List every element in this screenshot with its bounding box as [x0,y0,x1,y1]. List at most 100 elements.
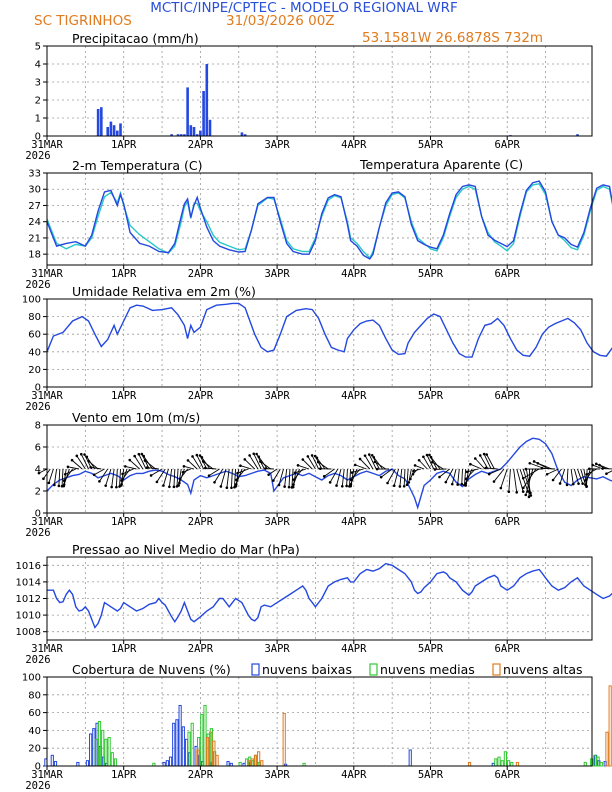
x-tick-label: 1APR [111,139,137,151]
wind-arrow-head [79,452,83,456]
wind-arrow-head [581,482,584,485]
wind-arrow [439,468,450,478]
wind-arrow [489,468,501,475]
wind-arrow [208,468,220,477]
wind-arrow [351,468,364,474]
y-tick-label: 18 [28,250,41,261]
wind-arrow [336,468,342,486]
wind-arrow [38,468,48,474]
x-tick-label: 1APR [111,268,137,280]
wind-arrow [63,468,67,487]
bar-nuvens-medias [500,760,504,767]
wind-arrow-head [456,483,459,486]
wind-arrow-head [379,475,383,479]
wind-arrow-head [524,467,528,471]
x-year-label: 2026 [25,780,50,792]
wind-arrow-head [515,491,518,494]
wind-arrow-head [186,459,190,462]
wind-arrow [71,459,83,470]
wind-arrow [134,455,144,470]
y-tick-label: 24 [28,217,41,228]
y-tick-label: 2 [35,96,41,107]
wind-arrow-head [598,463,601,467]
wind-arrow [93,468,105,476]
wind-arrow-head [310,454,314,457]
wind-arrow [457,468,460,485]
y-tick-label: 1012 [16,594,41,605]
wind-arrow [53,468,58,486]
wind-arrow-head [487,472,491,476]
wind-arrow-head [545,472,549,476]
wind-arrow-head [349,478,353,482]
x-tick-label: 6APR [495,268,521,280]
y-tick-label: 21 [28,233,41,244]
x-tick-label: 1APR [111,769,137,781]
bar-nuvens-medias [494,758,498,767]
wind-arrow-head [200,456,204,459]
wind-arrow [323,468,335,477]
wind-arrow [90,466,102,470]
wind-arrow [368,454,377,470]
bar-Precipitacao [183,134,186,136]
y-tick-label: 0 [35,509,41,520]
wind-arrow-head [70,458,74,462]
x-tick-label: 5APR [418,390,444,402]
wind-arrow-head [137,452,141,456]
wind-arrow [240,465,252,470]
wind-arrow-head [230,486,233,490]
panel-temp: 18 21 24 27 30 33 31MAR 1APR 2APR 3APR 4APR 5APR 6AP… [25,157,612,291]
y-tick-label: 8 [35,421,41,432]
bar-nuvens-baixas [226,761,230,767]
wind-arrow-head [98,480,101,483]
wind-arrow-head [255,452,258,456]
legend-apparent-temp: Temperatura Aparente (C) [359,157,523,172]
legend-swatch [251,663,260,676]
wind-arrow-head [407,481,411,484]
line-Vento-em-10m [46,437,612,510]
wind-arrow-head [143,459,147,462]
wind-arrow-head [239,464,242,467]
wind-arrow [105,468,112,486]
header-coords: 53.1581W 26.6878S 732m [362,30,543,46]
y-tick-label: 33 [28,169,41,180]
wind-arrow-head [392,484,396,487]
bar-Precipitacao [243,134,247,136]
line-Umidade-Relativa [46,302,612,358]
y-tick-label: 100 [22,673,41,684]
wind-arrow-head [85,455,89,459]
bar-nuvens-medias [190,722,194,767]
wind-arrow-head [322,475,326,478]
wind-arrow-head [425,453,429,457]
wind-arrow-head [428,453,431,457]
wind-arrow-head [521,490,525,493]
y-tick-label: 1 [35,114,41,125]
y-tick-label: 2 [35,487,41,498]
wind-arrow-head [62,483,66,486]
wind-arrow-head [120,479,123,482]
wind-arrow [278,468,284,486]
wind-arrow [606,470,612,475]
bar-Precipitacao [179,134,183,136]
wind-arrow [220,468,227,487]
y-tick-label: 80 [28,312,41,323]
wind-arrow-head [370,453,374,457]
wind-arrow-head [293,471,297,475]
wind-arrow-head [328,481,332,484]
panel-frame [46,556,593,641]
bar-nuvens-altas [215,754,219,767]
wind-arrow-head [57,484,61,488]
bar-nuvens-medias [203,704,207,767]
x-tick-label: 3APR [264,268,290,280]
wind-arrow-head [198,454,202,457]
wind-arrow [346,468,348,486]
header-run-date: 31/03/2026 00Z [226,13,335,29]
panel-wind: 0 2 4 6 8 31MAR 1APR 2APR 3APR 4APR 5APR 6APR 2026 Ve… [25,410,612,539]
wind-arrow [474,458,486,470]
wind-arrow-head [236,471,239,475]
wind-arrow [408,468,412,483]
wind-arrow [426,454,435,470]
wind-arrow-head [155,480,159,484]
wind-arrow [237,468,249,474]
wind-arrow [297,464,310,470]
wind-arrow-head [527,495,531,499]
